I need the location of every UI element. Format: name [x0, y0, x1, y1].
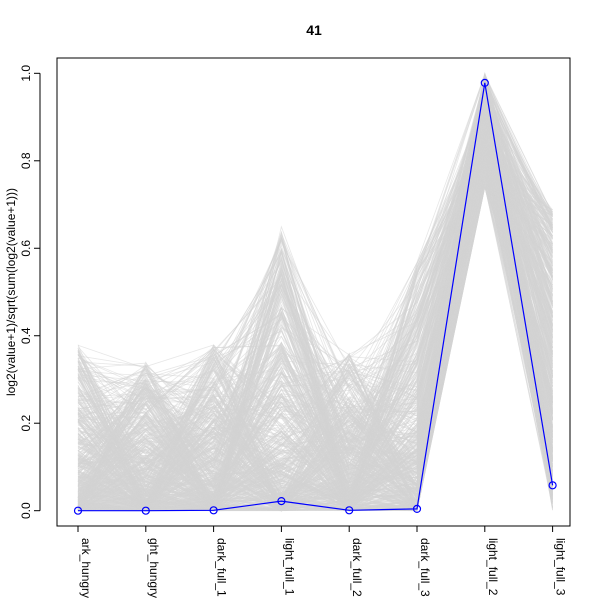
background-profile-line	[77, 182, 553, 509]
background-profile-line	[77, 74, 553, 511]
series-line	[78, 82, 554, 512]
y-tick-label: 0.4	[19, 327, 33, 344]
y-tick-label: 0.6	[19, 240, 33, 257]
series-point	[480, 78, 489, 88]
y-tick-label: 0.8	[19, 152, 33, 169]
series-point	[73, 506, 83, 515]
series-point	[548, 481, 557, 490]
series-point	[277, 497, 286, 506]
y-axis-title: log2(value+1)/sqrt(sum(log2(value+1)))	[4, 188, 18, 396]
x-tick-label: light_full_2	[486, 538, 500, 596]
background-profile-line	[77, 75, 553, 511]
x-tick-label: dark_full_3	[418, 538, 432, 597]
x-tick-label: ght_hungry	[147, 538, 161, 598]
background-profile-line	[77, 146, 553, 511]
background-profile-line	[77, 91, 553, 504]
series-point	[141, 506, 150, 515]
y-tick-label: 1.0	[19, 65, 33, 82]
x-axis: ark_hungry ght_hungry dark_full_1 light_ful…	[77, 525, 568, 598]
series-point	[412, 504, 422, 513]
series-point	[209, 506, 218, 515]
background-profile-line	[77, 169, 553, 512]
background-profiles	[77, 71, 553, 513]
background-profile-line	[77, 116, 553, 512]
y-tick-label: 0.2	[19, 415, 33, 432]
background-profile-line	[77, 113, 553, 488]
background-profile-line	[77, 184, 553, 475]
background-profile-line	[77, 79, 553, 501]
y-tick-label: 0.0	[19, 502, 33, 519]
highlighted-series	[73, 78, 557, 515]
x-tick-label: dark_full_2	[350, 538, 364, 597]
x-tick-label: light_full_1	[282, 538, 296, 596]
background-profile-line	[77, 129, 553, 512]
chart-title: 41	[306, 22, 322, 38]
x-tick-label: ark_hungry	[79, 538, 93, 598]
series-point	[345, 506, 354, 515]
x-tick-label: dark_full_1	[215, 538, 229, 597]
y-axis: 0.0 0.2 0.4 0.6 0.8 1.0	[19, 65, 41, 519]
x-tick-label: light_full_3	[554, 538, 568, 596]
